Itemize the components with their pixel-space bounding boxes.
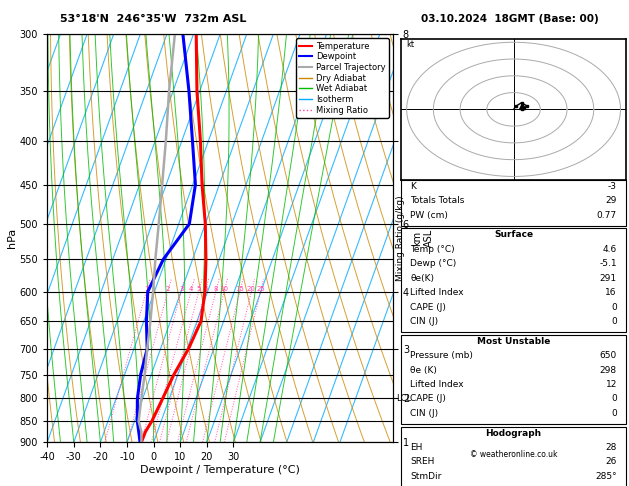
Text: 291: 291 [599,274,617,283]
Text: 28: 28 [606,443,617,452]
Text: 5: 5 [197,286,201,292]
Text: 0: 0 [611,409,617,418]
Text: 20: 20 [247,286,256,292]
Text: 3: 3 [179,286,184,292]
Text: CIN (J): CIN (J) [410,409,438,418]
Text: Pressure (mb): Pressure (mb) [410,351,473,360]
Text: CAPE (J): CAPE (J) [410,395,446,403]
Text: 4.6: 4.6 [603,245,617,254]
Text: θe(K): θe(K) [410,274,434,283]
Text: LCL: LCL [397,394,412,403]
Text: 650: 650 [599,351,617,360]
Text: Totals Totals: Totals Totals [410,196,465,206]
Text: Most Unstable: Most Unstable [477,337,550,346]
Text: 29: 29 [606,196,617,206]
Bar [401,427,626,486]
Text: 26: 26 [606,457,617,467]
Text: CIN (J): CIN (J) [410,317,438,326]
Text: 1: 1 [144,286,148,292]
Text: Dewp (°C): Dewp (°C) [410,260,457,268]
Bar [401,335,626,424]
Text: θe (K): θe (K) [410,365,437,375]
Text: 298: 298 [599,365,617,375]
Text: EH: EH [410,443,423,452]
Text: -5.1: -5.1 [599,260,617,268]
Legend: Temperature, Dewpoint, Parcel Trajectory, Dry Adiabat, Wet Adiabat, Isotherm, Mi: Temperature, Dewpoint, Parcel Trajectory… [296,38,389,118]
Text: Mixing Ratio (g/kg): Mixing Ratio (g/kg) [396,195,405,281]
Text: 25: 25 [256,286,265,292]
Text: StmDir: StmDir [410,472,442,481]
Text: SREH: SREH [410,457,435,467]
Text: Lifted Index: Lifted Index [410,380,464,389]
Text: kt: kt [407,40,415,49]
Text: 6: 6 [203,286,208,292]
Y-axis label: hPa: hPa [7,228,17,248]
Text: PW (cm): PW (cm) [410,211,448,220]
X-axis label: Dewpoint / Temperature (°C): Dewpoint / Temperature (°C) [140,465,300,475]
Text: 2: 2 [165,286,170,292]
Text: 8: 8 [214,286,218,292]
Text: 4: 4 [189,286,193,292]
Y-axis label: km
ASL: km ASL [412,229,433,247]
Text: 0: 0 [611,303,617,312]
Bar [401,228,626,332]
Text: © weatheronline.co.uk: © weatheronline.co.uk [470,450,557,459]
Text: 0: 0 [611,317,617,326]
Text: Temp (°C): Temp (°C) [410,245,455,254]
Text: CAPE (J): CAPE (J) [410,303,446,312]
Text: 16: 16 [605,288,617,297]
Text: 03.10.2024  18GMT (Base: 00): 03.10.2024 18GMT (Base: 00) [421,14,598,24]
Text: 0: 0 [611,395,617,403]
Text: -3: -3 [608,182,617,191]
Text: 285°: 285° [595,472,617,481]
Text: 0.77: 0.77 [597,211,617,220]
Text: 12: 12 [606,380,617,389]
Text: K: K [410,182,416,191]
Bar [401,180,626,226]
Text: 53°18'N  246°35'W  732m ASL: 53°18'N 246°35'W 732m ASL [60,14,246,24]
Text: Hodograph: Hodograph [486,429,542,437]
Text: 10: 10 [220,286,229,292]
Text: 15: 15 [235,286,244,292]
Text: Lifted Index: Lifted Index [410,288,464,297]
Text: Surface: Surface [494,230,533,240]
